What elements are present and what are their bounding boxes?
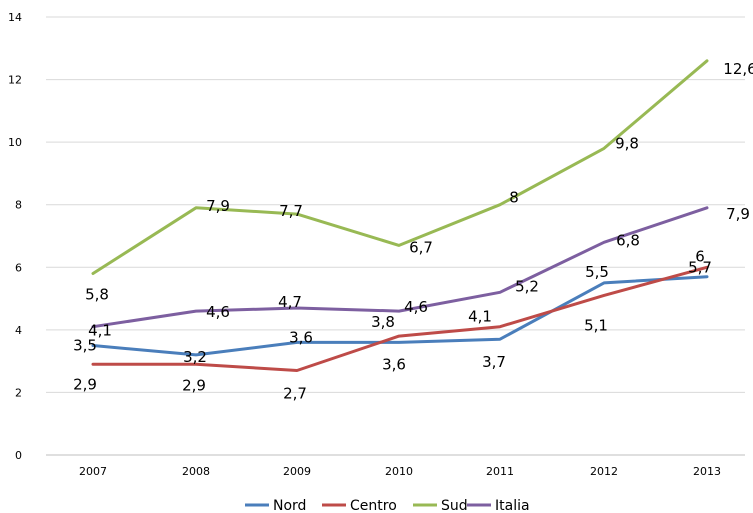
data-label-centro: 2,9	[182, 376, 206, 394]
legend-label-centro: Centro	[350, 498, 397, 513]
x-tick-label: 2007	[79, 465, 107, 478]
legend-label-sud: Sud	[441, 498, 468, 513]
legend: Nord Centro Sud Italia	[245, 498, 530, 513]
data-label-sud: 7,7	[279, 202, 303, 220]
data-label-italia: 5,2	[515, 277, 539, 295]
data-label-nord: 3,5	[73, 337, 97, 355]
y-tick-label: 6	[15, 261, 22, 274]
data-label-italia: 4,7	[278, 293, 302, 311]
data-label-sud: 7,9	[206, 197, 230, 215]
x-axis-ticks: 2007 2008 2009 2010 2011 2012 2013	[79, 465, 721, 478]
y-axis-ticks: 0 2 4 6 8 10 12 14	[8, 11, 22, 462]
y-tick-label: 4	[15, 324, 22, 337]
data-label-italia: 6,8	[616, 231, 640, 249]
data-label-centro: 4,1	[468, 308, 492, 326]
data-label-centro: 2,7	[283, 385, 307, 403]
data-labels: 3,5 3,2 3,6 3,6 3,7 5,5 5,7 2,9 2,9 2,7 3,8 4,1 5,1 6…	[73, 60, 753, 403]
data-label-italia: 4,6	[206, 303, 230, 321]
x-tick-label: 2012	[590, 465, 618, 478]
data-label-nord: 5,7	[688, 259, 712, 277]
legend-label-italia: Italia	[495, 498, 530, 513]
data-label-centro: 2,9	[73, 375, 97, 393]
data-label-nord: 3,6	[382, 355, 406, 373]
series-line-nord	[91, 275, 709, 357]
data-label-nord: 3,6	[289, 328, 313, 346]
data-label-sud: 6,7	[409, 238, 433, 256]
series-line-italia	[91, 206, 709, 329]
data-label-nord: 5,5	[585, 263, 609, 281]
y-tick-label: 10	[8, 136, 22, 149]
y-tick-label: 2	[15, 386, 22, 399]
gridlines	[46, 16, 745, 456]
series-line-centro	[91, 265, 709, 372]
legend-label-nord: Nord	[273, 498, 306, 513]
data-label-sud: 12,6	[723, 60, 753, 78]
data-label-italia: 7,9	[726, 205, 750, 223]
data-label-nord: 3,7	[482, 353, 506, 371]
y-tick-label: 0	[15, 449, 22, 462]
x-tick-label: 2008	[182, 465, 210, 478]
x-tick-label: 2010	[385, 465, 413, 478]
x-tick-label: 2013	[693, 465, 721, 478]
y-tick-label: 14	[8, 11, 22, 24]
x-tick-label: 2011	[486, 465, 514, 478]
y-tick-label: 12	[8, 74, 22, 87]
data-label-sud: 9,8	[615, 134, 639, 152]
data-label-centro: 3,8	[371, 313, 395, 331]
data-label-italia: 4,6	[404, 298, 428, 316]
data-label-nord: 3,2	[183, 348, 207, 366]
data-label-centro: 6	[695, 247, 705, 265]
data-label-italia: 4,1	[88, 322, 112, 340]
x-tick-label: 2009	[283, 465, 311, 478]
data-label-sud: 8	[509, 189, 519, 207]
data-label-sud: 5,8	[85, 286, 109, 304]
data-label-centro: 5,1	[584, 316, 608, 334]
series-lines	[91, 59, 709, 372]
series-line-sud	[91, 59, 709, 275]
y-tick-label: 8	[15, 199, 22, 212]
